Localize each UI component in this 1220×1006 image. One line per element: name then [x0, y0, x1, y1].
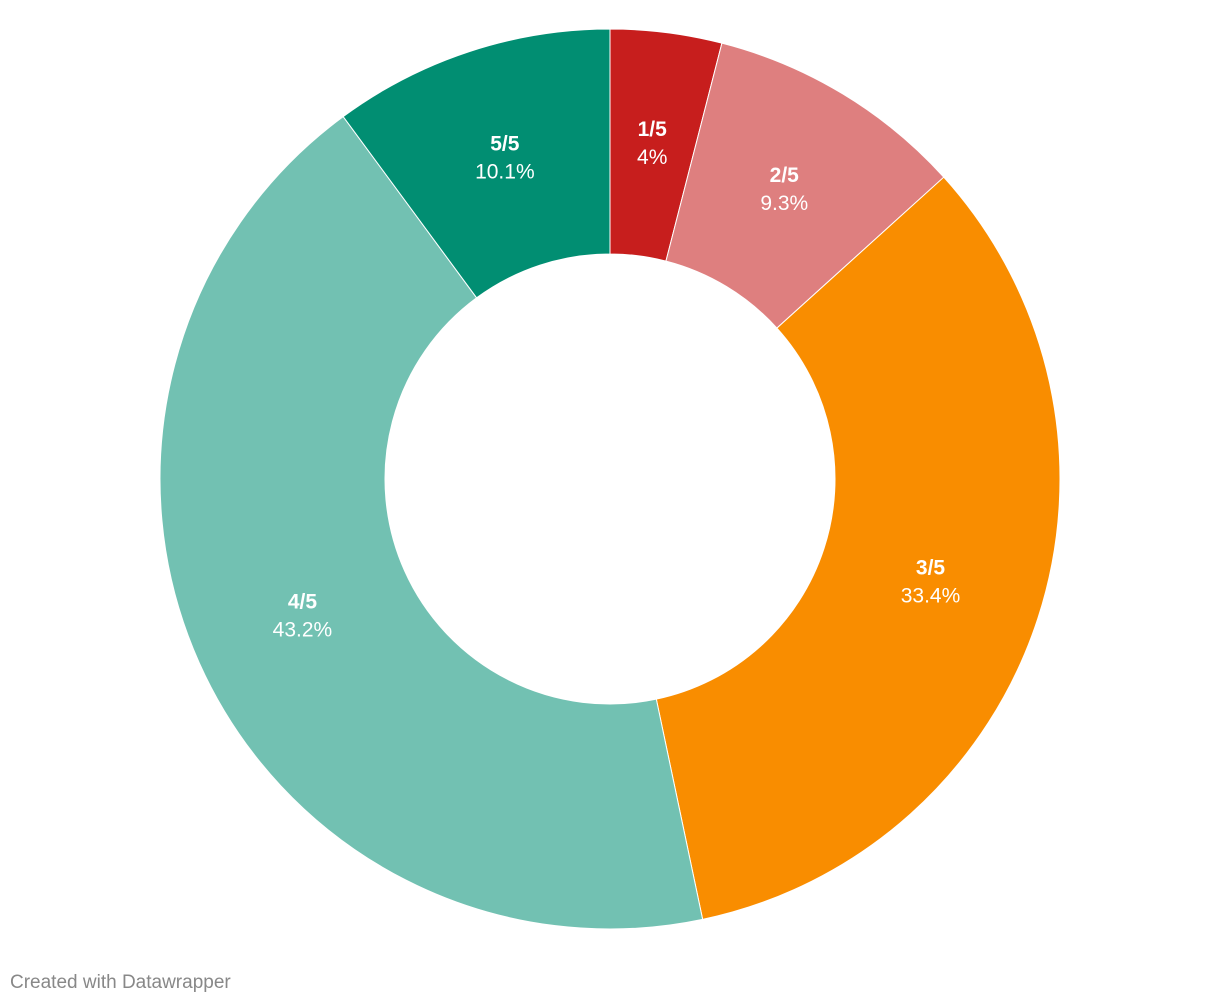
slice-value: 9.3%	[760, 192, 808, 215]
footer: Created with Datawrapper	[10, 972, 231, 993]
slice-name: 5/5	[490, 132, 520, 155]
slice	[342, 28, 611, 299]
slice-value: 10.1%	[475, 160, 535, 183]
slice	[159, 115, 704, 930]
slice-name: 4/5	[288, 590, 318, 613]
slice	[655, 176, 1061, 920]
slice-name: 3/5	[916, 557, 946, 580]
slice-value: 33.4%	[901, 585, 961, 608]
slice-value: 43.2%	[273, 618, 333, 641]
slice-value: 4%	[637, 146, 667, 169]
slice-name: 2/5	[770, 164, 800, 187]
slice-name: 1/5	[638, 118, 668, 141]
